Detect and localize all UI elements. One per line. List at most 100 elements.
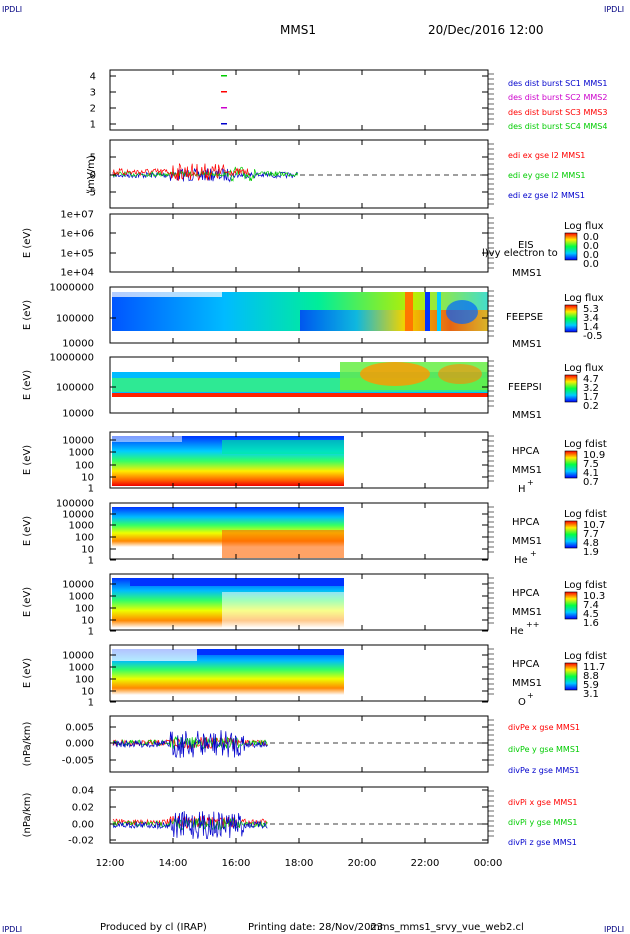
footer-produced: Produced by cl (IRAP) — [100, 922, 207, 933]
hpca-hepp-species: He — [510, 626, 524, 637]
colorbar-tick: 1.6 — [583, 618, 599, 629]
colorbar — [564, 304, 578, 333]
colorbar-tick: 5.3 — [583, 304, 599, 315]
ytick-label: 1 — [90, 120, 96, 131]
ytick-label: -0.02 — [68, 836, 94, 847]
ytick-label: 0.04 — [72, 786, 94, 797]
ytick-label: 10000 — [62, 409, 94, 420]
hpca-he-inst: HPCA — [512, 517, 540, 528]
divpi-y-trace — [112, 817, 268, 832]
colorbar-tick: 1.4 — [583, 322, 599, 333]
ytick-label: 1 — [88, 627, 94, 638]
hpca-he-ylabel: E (eV) — [22, 516, 33, 546]
xtick-label: 22:00 — [411, 858, 440, 869]
hpca-hepp-sc: MMS1 — [512, 607, 542, 618]
colorbar-tick: 1.9 — [583, 547, 599, 558]
ytick-label: 0.005 — [65, 723, 94, 734]
panel-feepse: E (eV) FEEPSE MMS1 — [22, 286, 543, 350]
colorbar-tick: 7.4 — [583, 600, 599, 611]
colorbar — [564, 591, 578, 620]
colorbar-tick: 7.5 — [583, 459, 599, 470]
eis-ylabel: E (eV) — [22, 228, 33, 258]
hpca-he-species-sup: + — [530, 549, 537, 558]
feepse-inst-name: FEEPSE — [506, 312, 543, 323]
colorbar-title: Log fdist — [564, 439, 607, 450]
colorbar — [564, 450, 578, 479]
colorbar — [564, 374, 578, 403]
divpi-legend-1: divPi x gse MMS1 — [508, 798, 577, 807]
burst-legend-4: des dist burst SC4 MMS4 — [508, 122, 607, 131]
feepsi-inst-sc: MMS1 — [512, 410, 542, 421]
xtick-label: 20:00 — [348, 858, 377, 869]
ytick-label: 10 — [81, 687, 94, 698]
xtick-label: 00:00 — [474, 858, 503, 869]
panel-feepsi: E (eV) FEEPSI MMS1 — [22, 356, 542, 421]
ytick-label: 1000 — [69, 448, 94, 459]
colorbar-tick: 10.7 — [583, 520, 605, 531]
panel-edi: (mV/m) edi ex gse l2 MMS1 edi ey gse l2 … — [86, 139, 586, 209]
ytick-label: 10000 — [62, 510, 94, 521]
divpe-legend-1: divPe x gse MMS1 — [508, 723, 580, 732]
ytick-label: 4 — [90, 72, 96, 83]
colorbar-tick: 3.1 — [583, 689, 599, 700]
colorbar-title: Log flux — [564, 221, 604, 232]
hpca-h-ylabel: E (eV) — [22, 445, 33, 475]
ytick-label: 10000 — [62, 580, 94, 591]
ytick-label: -0.005 — [62, 756, 94, 767]
colorbar-title: Log fdist — [564, 651, 607, 662]
header-spacecraft: MMS1 — [280, 23, 316, 37]
colorbar-tick: -0.5 — [583, 331, 603, 342]
corner-label-br: IPDLI — [604, 925, 624, 934]
colorbar-tick: 10.3 — [583, 591, 605, 602]
ytick-label: 1 — [88, 484, 94, 495]
panel-burst: des dist burst SC1 MMS1 des dist burst S… — [109, 69, 607, 131]
burst-mark-mms2 — [221, 107, 227, 109]
eis-inst-name: EIS — [518, 240, 534, 251]
colorbar-title: Log fdist — [564, 580, 607, 591]
colorbar-tick: 0.0 — [583, 241, 599, 252]
ytick-label: 1e+07 — [60, 210, 94, 221]
ytick-label: 100 — [75, 461, 94, 472]
corner-label-bl: IPDLI — [2, 925, 22, 934]
xtick-label: 16:00 — [222, 858, 251, 869]
edi-legend-1: edi ex gse l2 MMS1 — [508, 151, 585, 160]
ytick-label: 100 — [75, 533, 94, 544]
colorbar-tick: 5.9 — [583, 680, 599, 691]
footer-printed: Printing date: 28/Nov/2023 — [248, 922, 383, 933]
hpca-o-inst: HPCA — [512, 659, 540, 670]
ytick-label: -5 — [86, 188, 96, 199]
feepse-inst-sc: MMS1 — [512, 339, 542, 350]
colorbar-title: Log flux — [564, 293, 604, 304]
eis-overlay: l)vy electron to — [482, 248, 558, 259]
hpca-h-species-sup: + — [527, 478, 534, 487]
hpca-h-sc: MMS1 — [512, 465, 542, 476]
edi-legend-2: edi ey gse l2 MMS1 — [508, 171, 586, 180]
colorbar-title: Log fdist — [564, 509, 607, 520]
hpca-h-species: H — [518, 484, 526, 495]
panel-hpca-o: E (eV) HPCA MMS1 O + — [22, 644, 542, 708]
hpca-hepp-species-sup: ++ — [526, 620, 539, 629]
hpca-h-inst: HPCA — [512, 446, 540, 457]
eis-inst-sc: MMS1 — [512, 268, 542, 279]
ytick-label: 1e+04 — [60, 268, 94, 279]
divpi-x-trace — [112, 814, 268, 829]
panel-hpca-h: E (eV) HPCA MMS1 H + — [22, 431, 542, 495]
colorbar — [564, 520, 578, 549]
burst-legend-2: des dist burst SC2 MMS2 — [508, 93, 607, 102]
ytick-label: 10 — [81, 616, 94, 627]
colorbar-title: Log flux — [564, 363, 604, 374]
ytick-label: 0.000 — [65, 739, 94, 750]
hpca-hepp-ylabel: E (eV) — [22, 587, 33, 617]
ytick-label: 100 — [75, 604, 94, 615]
edi-legend-3: edi ez gse l2 MMS1 — [508, 191, 585, 200]
panel-hpca-hepp: E (eV) HPCA MMS1 He ++ — [22, 573, 542, 637]
ytick-label: 1 — [88, 556, 94, 567]
panel-divpi: (nPa/km) divPi x gse MMS1 divPi y gse MM… — [22, 786, 577, 847]
divpi-z-trace — [112, 811, 268, 839]
ytick-label: 100 — [75, 675, 94, 686]
edi-ex-trace — [112, 162, 251, 181]
colorbar-tick: 7.7 — [583, 529, 599, 540]
hpca-he-sc: MMS1 — [512, 536, 542, 547]
ytick-label: 1000000 — [49, 353, 94, 364]
